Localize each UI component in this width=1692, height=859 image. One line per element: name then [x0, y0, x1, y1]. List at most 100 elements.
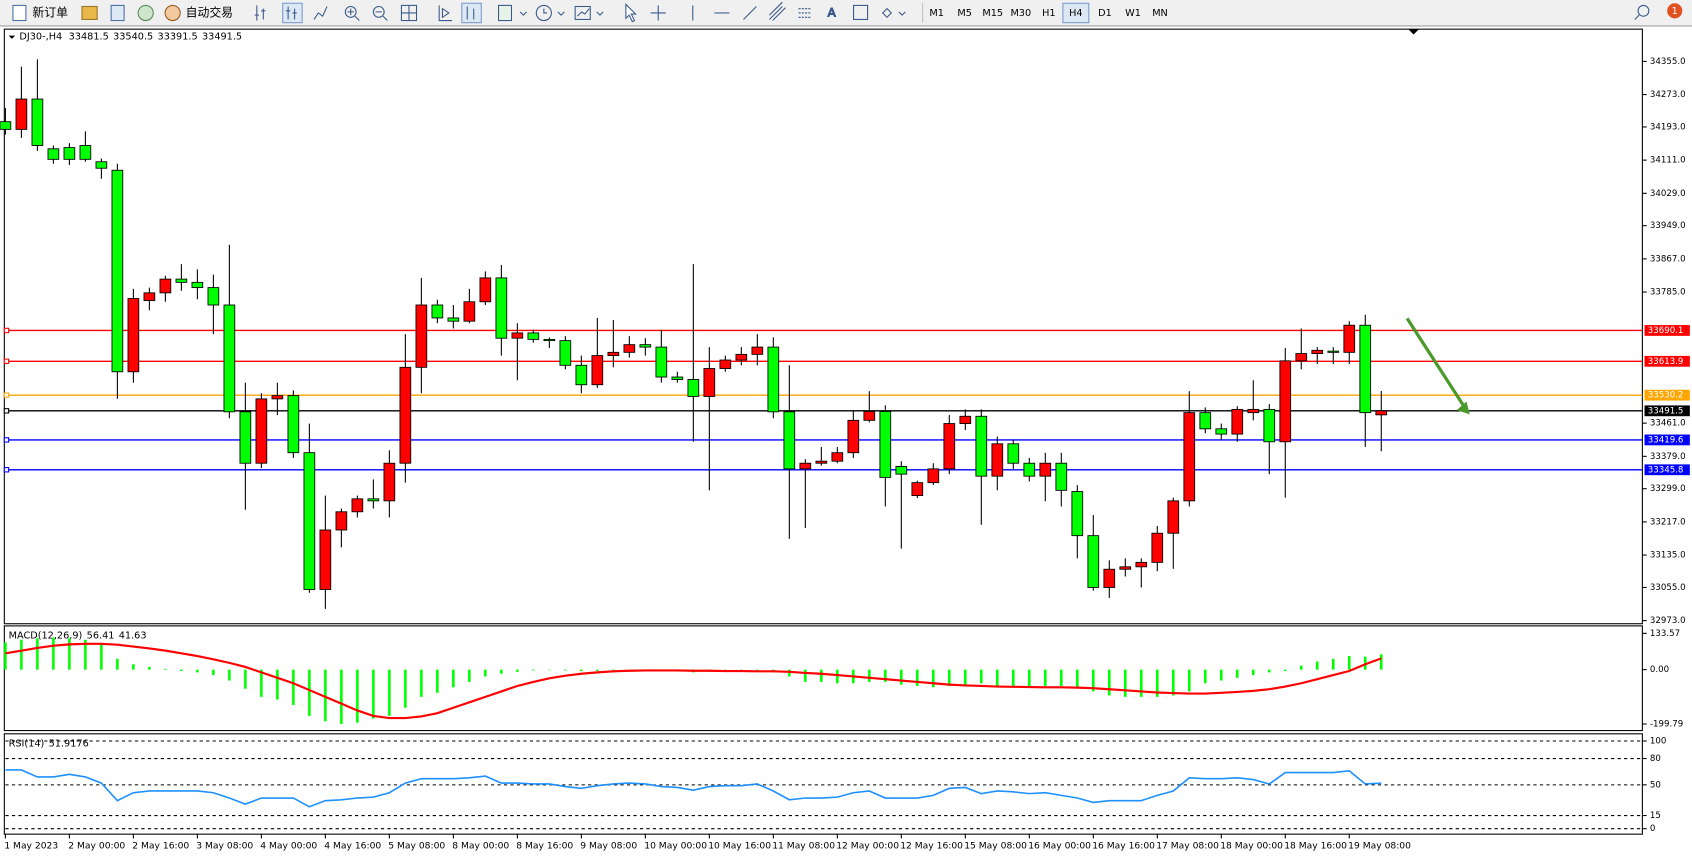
- x-tick-label: 10 May 16:00: [708, 841, 771, 852]
- macd-bar: [964, 669, 967, 685]
- macd-bar: [404, 669, 407, 708]
- toolbar-icon[interactable]: [110, 4, 125, 22]
- level-label: 33491.5: [1648, 406, 1684, 416]
- candle-body: [207, 287, 220, 306]
- macd-bar: [612, 669, 615, 671]
- timeframe-button[interactable]: M5: [957, 8, 972, 19]
- candle-body: [1327, 350, 1340, 353]
- macd-bar: [1235, 669, 1239, 678]
- signal-value: 41.63: [119, 631, 147, 642]
- timeframe-button[interactable]: H4: [1069, 8, 1082, 19]
- macd-bar: [388, 669, 391, 716]
- text-tool[interactable]: A: [827, 5, 837, 20]
- macd-bar: [1203, 669, 1207, 684]
- timeframe-button[interactable]: W1: [1125, 8, 1141, 19]
- new-order-button[interactable]: 新订单: [32, 5, 68, 19]
- arrow-head: [1456, 401, 1470, 415]
- macd-title: MACD(12,26,9): [9, 631, 83, 642]
- candle-body: [623, 344, 636, 353]
- toolbar-icon[interactable]: [137, 4, 154, 22]
- macd-bar: [180, 669, 183, 672]
- macd-bar: [804, 669, 807, 682]
- new-order-icon[interactable]: [12, 4, 27, 22]
- candle-body: [255, 398, 268, 464]
- candle-body: [639, 344, 652, 348]
- macd-bar: [900, 669, 903, 685]
- macd-bar: [996, 669, 999, 688]
- y-tick-label: 34273.0: [1650, 90, 1686, 100]
- y-tick-label: 32973.0: [1650, 616, 1686, 626]
- auto-trade-icon[interactable]: [164, 4, 181, 22]
- macd-bar: [836, 669, 839, 684]
- notification-badge[interactable]: [1667, 3, 1683, 19]
- macd-bar: [148, 666, 151, 670]
- candle-body: [959, 415, 972, 424]
- candle-body: [911, 482, 924, 497]
- timeframe-button[interactable]: M15: [982, 8, 1003, 19]
- x-tick-label: 12 May 00:00: [836, 841, 899, 852]
- macd-bar: [532, 669, 535, 671]
- y-tick-label: 100: [1650, 737, 1666, 747]
- candle-body: [1039, 462, 1052, 477]
- x-tick-label: 4 May 16:00: [324, 841, 381, 852]
- macd-bar: [52, 637, 55, 670]
- timeframe-button[interactable]: H1: [1042, 8, 1055, 19]
- candle-body: [527, 332, 540, 340]
- macd-bar: [452, 669, 455, 688]
- y-tick-label: 33785.0: [1650, 288, 1686, 298]
- candle-body: [143, 292, 156, 301]
- macd-bar: [436, 669, 439, 693]
- macd-bar: [868, 669, 871, 682]
- timeframe-button[interactable]: M30: [1010, 8, 1031, 19]
- x-tick-label: 11 May 08:00: [772, 841, 835, 852]
- y-tick-label: 133.57: [1650, 629, 1680, 639]
- y-tick-label: 50: [1650, 780, 1661, 790]
- timeframe-button[interactable]: MN: [1152, 8, 1168, 19]
- macd-bar: [1379, 654, 1383, 670]
- candle-body: [863, 410, 876, 421]
- macd-bar: [1187, 669, 1191, 692]
- chart-tools[interactable]: A: [254, 1, 906, 24]
- level-marker: [3, 358, 10, 364]
- level-label: 33345.8: [1648, 465, 1684, 475]
- macd-bar: [932, 669, 935, 688]
- macd-bar: [68, 638, 71, 670]
- candle-body: [1263, 408, 1276, 443]
- y-tick-label: 0: [1650, 824, 1656, 834]
- symbol-menu[interactable]: [8, 35, 16, 39]
- macd-bar: [516, 669, 519, 672]
- macd-bar: [276, 669, 279, 700]
- candle-body: [1119, 566, 1132, 570]
- y-tick-label: 33379.0: [1650, 452, 1686, 462]
- candle-body: [127, 298, 140, 373]
- candle-body: [399, 366, 412, 464]
- candle-body: [991, 443, 1004, 477]
- macd-bar: [84, 639, 87, 670]
- toolbar-icon[interactable]: [81, 5, 98, 20]
- candle-body: [463, 301, 476, 322]
- macd-bar: [1347, 656, 1351, 670]
- timeframe-button[interactable]: M1: [929, 8, 944, 19]
- x-tick-label: 12 May 16:00: [900, 841, 963, 852]
- candle-body: [15, 98, 28, 130]
- candle-body: [287, 395, 300, 454]
- timeframe-button[interactable]: D1: [1098, 8, 1112, 19]
- candle-body: [767, 346, 780, 413]
- x-tick-label: 18 May 16:00: [1284, 841, 1347, 852]
- level-label: 33690.1: [1648, 326, 1684, 336]
- macd-bar: [548, 669, 551, 671]
- macd-bar: [292, 669, 295, 706]
- auto-trade-button[interactable]: 自动交易: [186, 5, 233, 19]
- x-tick-label: 10 May 00:00: [644, 841, 707, 852]
- level-label: 33530.2: [1648, 391, 1684, 401]
- candle-body: [895, 466, 908, 475]
- candle-body: [735, 353, 748, 361]
- macd-bar: [1044, 669, 1047, 686]
- candle-body: [1135, 561, 1148, 568]
- notification-count[interactable]: 1: [1672, 6, 1678, 17]
- y-tick-label: 33949.0: [1650, 221, 1686, 231]
- macd-bar: [116, 658, 119, 670]
- candle-body: [1295, 353, 1308, 362]
- search-icon[interactable]: [1634, 4, 1650, 20]
- y-tick-label: 33217.0: [1650, 517, 1686, 527]
